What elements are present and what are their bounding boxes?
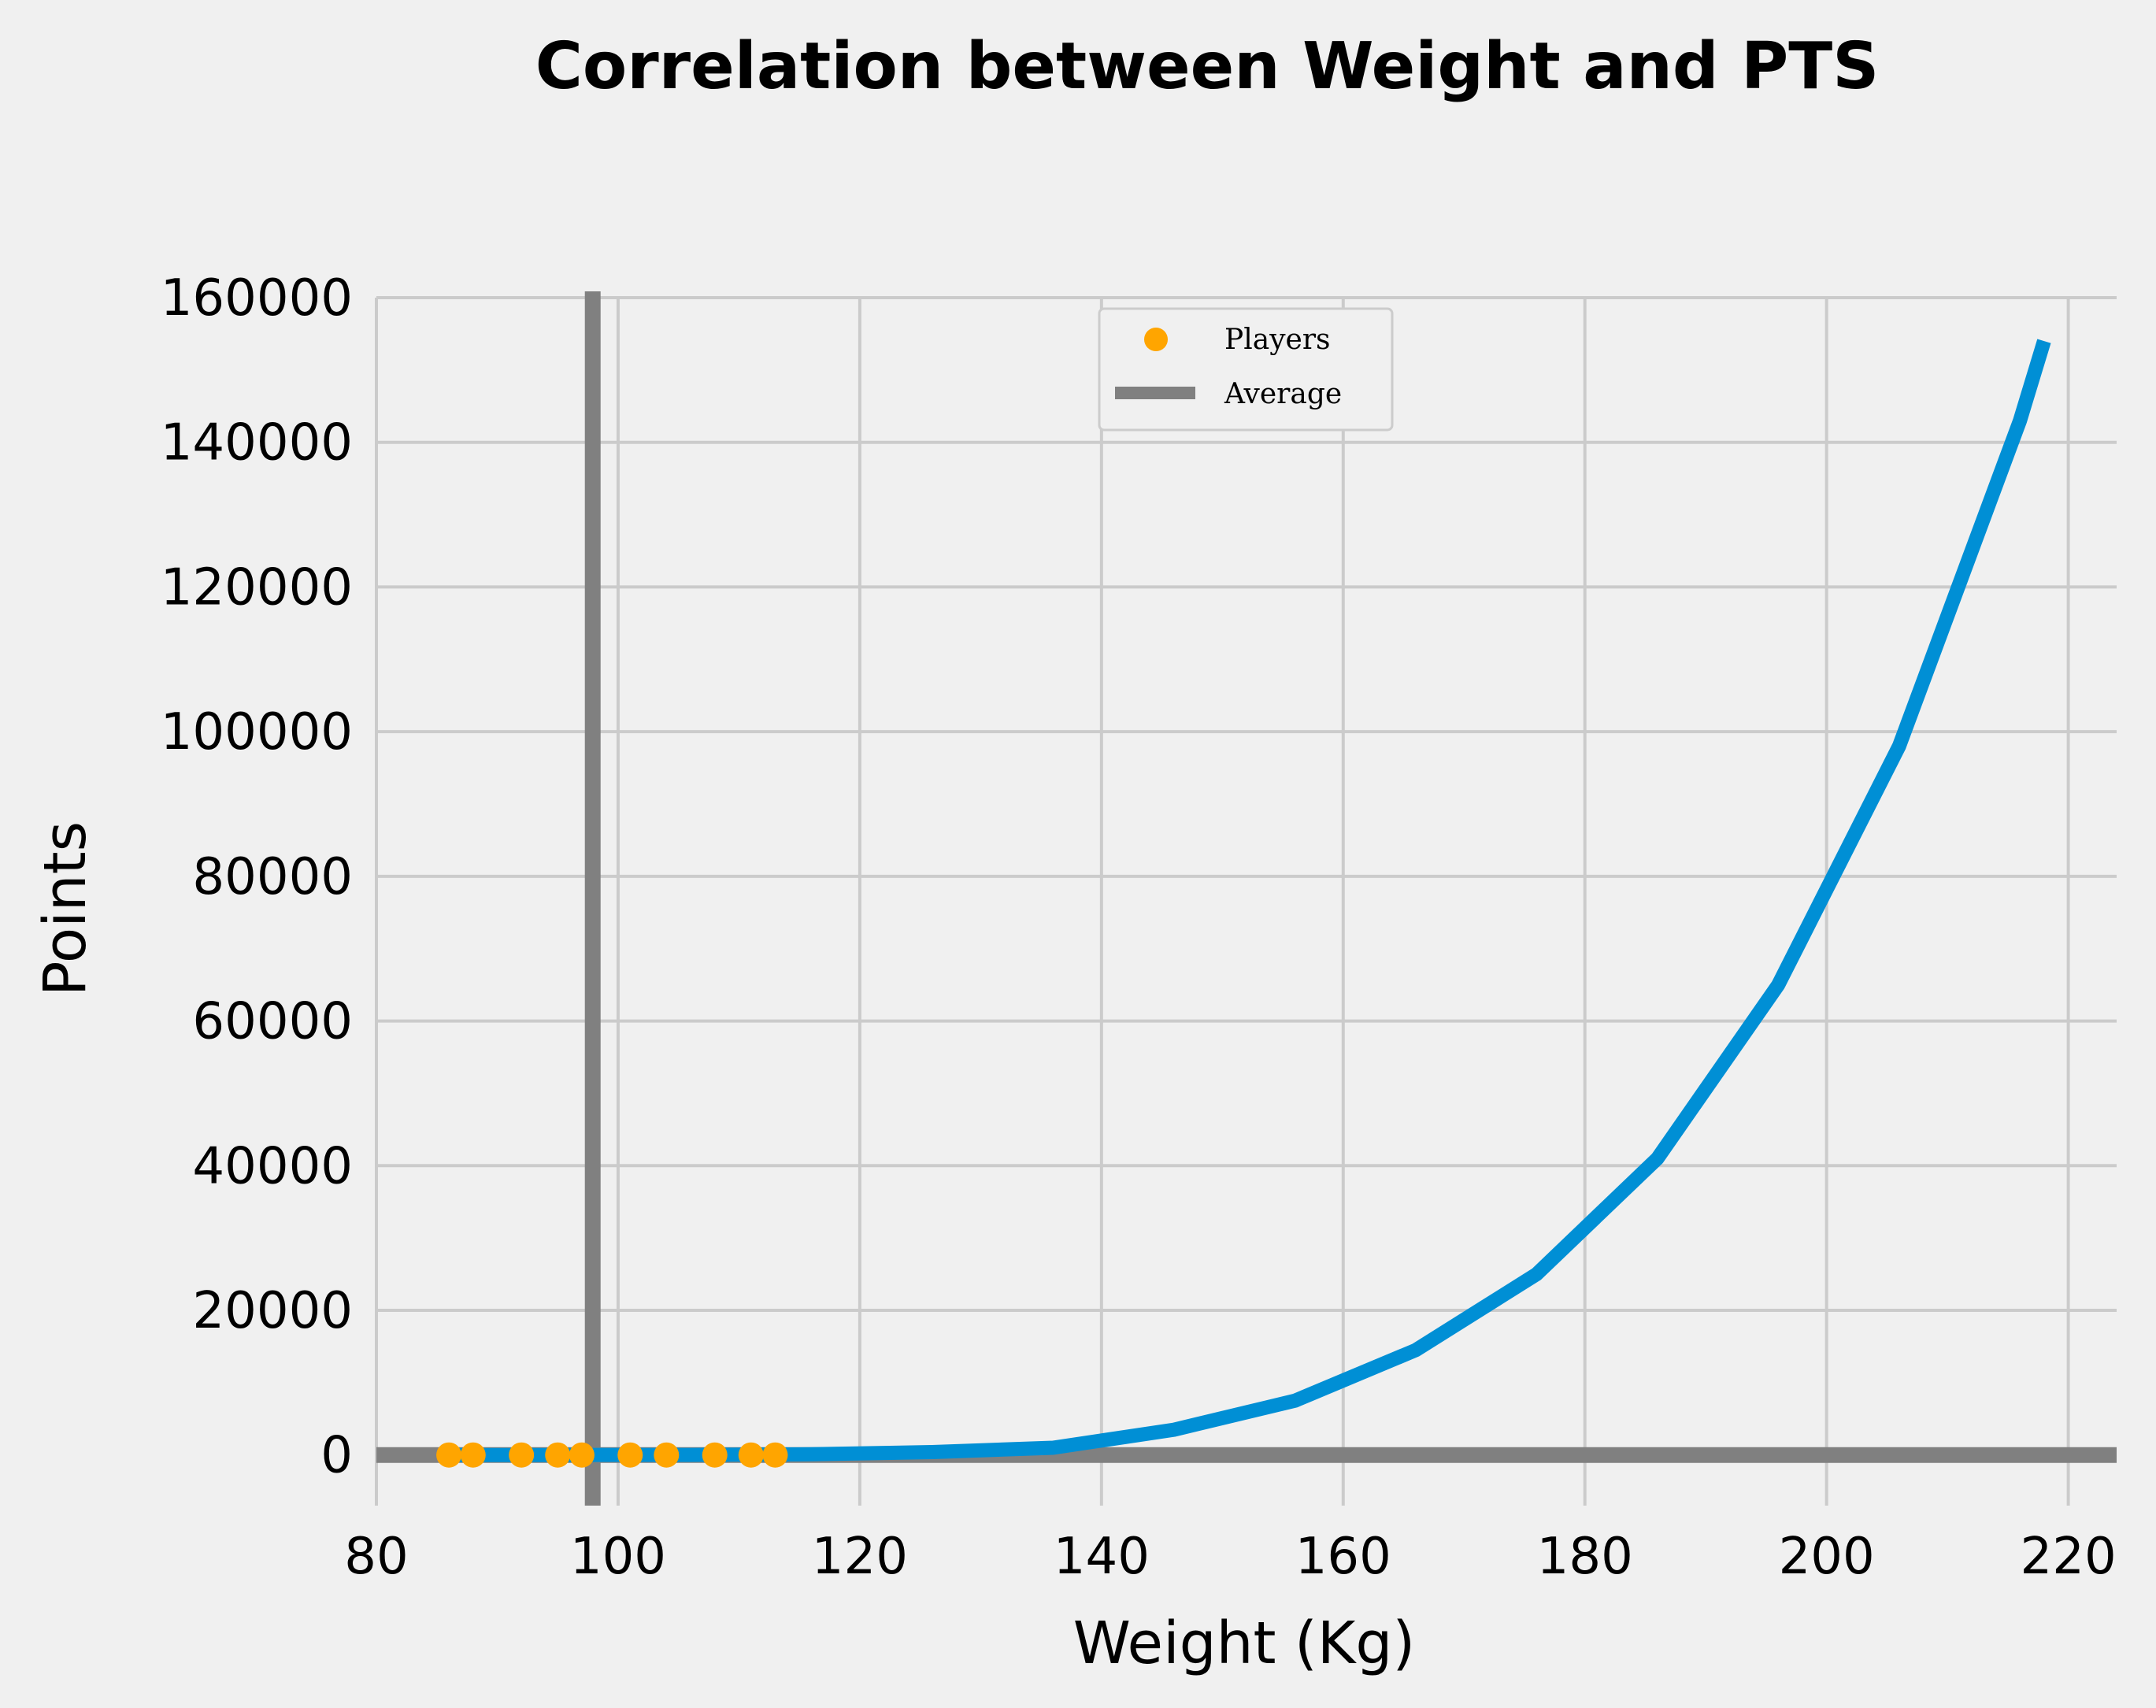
- player-point: [654, 1442, 680, 1468]
- x-axis-label: Weight (Kg): [1073, 1610, 1416, 1677]
- x-tick-label: 120: [812, 1528, 908, 1586]
- x-tick-label: 160: [1295, 1528, 1391, 1586]
- player-point: [509, 1442, 535, 1468]
- tick-labels: 80 100 120 140 160 180 200 220 0 20000 40000 60000 8…: [161, 269, 2117, 1586]
- average-lines: [376, 291, 2117, 1506]
- curve-layer: [449, 339, 2051, 1462]
- x-tick-label: 220: [2021, 1528, 2117, 1586]
- legend: Players Average: [1098, 307, 1394, 432]
- x-tick-label: 180: [1537, 1528, 1633, 1586]
- legend-players-marker: [1144, 328, 1168, 351]
- player-point: [436, 1442, 462, 1468]
- x-tick-label: 80: [344, 1528, 408, 1586]
- y-tick-label: 40000: [192, 1137, 353, 1195]
- player-point: [617, 1442, 643, 1468]
- player-point: [738, 1442, 764, 1468]
- x-tick-label: 100: [570, 1528, 666, 1586]
- y-tick-label: 160000: [161, 269, 353, 328]
- legend-frame: [1098, 307, 1394, 432]
- y-tick-label: 60000: [192, 993, 353, 1051]
- y-axis-label: Points: [31, 821, 99, 996]
- x-tick-label: 200: [1779, 1528, 1875, 1586]
- legend-average-label: Average: [1224, 378, 1342, 410]
- legend-players-label: Players: [1224, 324, 1331, 356]
- chart-title: Correlation between Weight and PTS: [535, 29, 1880, 104]
- y-tick-label: 0: [320, 1427, 353, 1485]
- scatter-points: [436, 1442, 788, 1468]
- y-tick-label: 80000: [192, 848, 353, 906]
- fit-curve: [449, 339, 2051, 1462]
- y-tick-label: 20000: [192, 1282, 353, 1340]
- grid: [375, 296, 2117, 1506]
- player-point: [702, 1442, 728, 1468]
- x-tick-label: 140: [1054, 1528, 1150, 1586]
- y-tick-label: 100000: [161, 703, 353, 761]
- player-point: [460, 1442, 486, 1468]
- player-point: [762, 1442, 788, 1468]
- player-point: [545, 1442, 571, 1468]
- y-tick-label: 120000: [161, 558, 353, 617]
- player-point: [569, 1442, 595, 1468]
- y-tick-label: 140000: [161, 414, 353, 472]
